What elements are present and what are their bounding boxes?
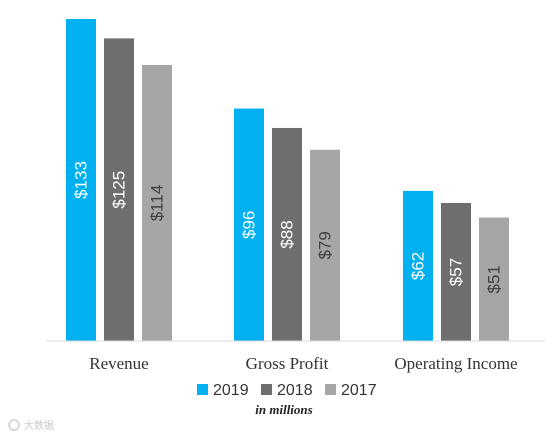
legend-swatch-2018: [261, 384, 272, 395]
category-labels: Revenue Gross Profit Operating Income: [89, 354, 517, 373]
data-label-2018-operating-income: $57: [447, 258, 466, 286]
bar-2019-gross-profit: [234, 108, 264, 341]
category-label-revenue: Revenue: [89, 354, 148, 373]
data-label-2018-gross-profit: $88: [278, 220, 297, 248]
data-label-2018-revenue: $125: [110, 171, 129, 209]
bar-2019-operating-income: [403, 190, 433, 341]
bar-2018-revenue: [104, 38, 134, 342]
legend-label-2019: 2019: [213, 382, 249, 399]
units-note: in millions: [255, 402, 312, 417]
bar-2019-revenue: [66, 19, 96, 341]
data-label-2019-operating-income: $62: [409, 252, 428, 280]
bars-layer: $133 $96 $62 $125 $88 $57 $114 $79 $51: [66, 19, 509, 342]
bar-2018-operating-income: [441, 203, 471, 341]
data-label-2017-revenue: $114: [148, 185, 167, 222]
legend-swatch-2019: [197, 384, 208, 395]
legend: 2019 2018 2017: [197, 382, 377, 399]
watermark: 大数据: [8, 419, 54, 432]
bar-2017-revenue: [142, 65, 172, 341]
watermark-text: 大数据: [24, 419, 54, 432]
data-label-2017-operating-income: $51: [485, 265, 504, 293]
category-label-operating-income: Operating Income: [394, 354, 517, 373]
legend-label-2017: 2017: [341, 382, 377, 399]
data-label-2019-revenue: $133: [72, 161, 91, 199]
data-label-2019-gross-profit: $96: [240, 211, 259, 239]
watermark-logo-icon: [8, 419, 20, 431]
legend-label-2018: 2018: [277, 382, 313, 399]
legend-swatch-2017: [325, 384, 336, 395]
bar-2017-gross-profit: [310, 149, 340, 341]
bar-2018-gross-profit: [272, 127, 302, 342]
bar-2017-operating-income: [479, 217, 509, 341]
data-label-2017-gross-profit: $79: [316, 231, 335, 259]
category-label-gross-profit: Gross Profit: [246, 354, 329, 373]
